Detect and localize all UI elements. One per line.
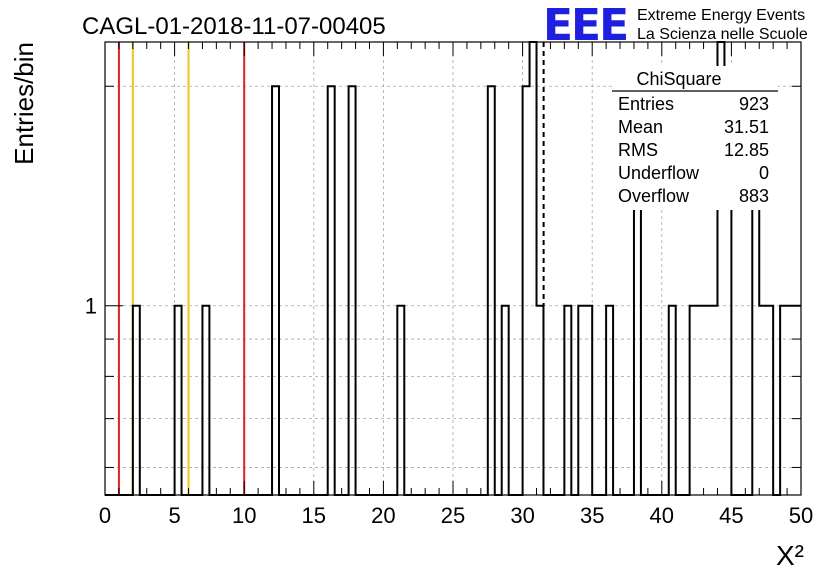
x-tick-label: 50: [789, 503, 813, 528]
histogram-bin: [175, 306, 182, 495]
histogram-bin: [585, 306, 592, 495]
stats-box: ChiSquare Entries 923 Mean 31.51 RMS 12.85 Und…: [612, 66, 778, 210]
histogram-bin: [349, 86, 356, 495]
histogram-bin: [328, 86, 335, 495]
chart-title: CAGL-01-2018-11-07-00405: [82, 13, 386, 40]
eee-logo-mark: EEE: [543, 0, 627, 51]
stats-row-value: 883: [739, 186, 769, 206]
histogram-bin: [133, 306, 140, 495]
grid: [104, 42, 802, 495]
histogram-bin: [564, 306, 571, 495]
stats-row-value: 0: [759, 163, 769, 183]
histogram-bin: [578, 306, 585, 495]
x-tick-label: 5: [168, 503, 180, 528]
histogram-bin: [202, 306, 209, 495]
histogram-bin: [697, 306, 704, 495]
histogram-bin: [397, 306, 404, 495]
stats-row-label: Overflow: [618, 186, 690, 206]
eee-logo-line2: La Scienza nelle Scuole: [637, 26, 808, 43]
histogram-bin: [794, 306, 801, 495]
x-tick-label: 45: [719, 503, 743, 528]
histogram-bin: [766, 306, 773, 495]
axes: [104, 41, 802, 496]
eee-logo-line1: Extreme Energy Events: [637, 7, 805, 24]
x-axis-label: X²: [776, 540, 804, 571]
y-tick-label: 1: [85, 294, 97, 319]
x-tick-label: 15: [302, 503, 326, 528]
stats-row-label: Entries: [618, 94, 674, 114]
stats-row-label: RMS: [618, 140, 658, 160]
histogram-bin: [780, 306, 787, 495]
x-tick-label: 25: [441, 503, 465, 528]
stats-box-title: ChiSquare: [636, 69, 721, 89]
histogram-bin: [690, 306, 697, 495]
x-tick-label: 30: [510, 503, 534, 528]
histogram-bin: [537, 306, 544, 495]
histogram-bin: [711, 306, 718, 495]
x-tick-label: 40: [650, 503, 674, 528]
histogram-bin: [606, 306, 613, 495]
histogram-bin: [787, 306, 794, 495]
eee-logo: EEE Extreme Energy Events La Scienza nel…: [543, 0, 808, 51]
stats-box-background: [612, 66, 778, 210]
x-tick-label: 35: [580, 503, 604, 528]
y-axis-label: Entries/bin: [9, 42, 39, 165]
histogram-bin: [530, 42, 537, 495]
histogram-bin: [523, 86, 530, 495]
stats-row-value: 12.85: [724, 140, 769, 160]
x-tick-label: 10: [232, 503, 256, 528]
x-tick-label: 0: [99, 503, 111, 528]
stats-row-value: 31.51: [724, 117, 769, 137]
x-tick-label: 20: [371, 503, 395, 528]
histogram-bin: [488, 86, 495, 495]
histogram-bin: [669, 306, 676, 495]
histogram-bin: [272, 86, 279, 495]
tick-labels: 0 5 10 15 20 25 30 35 40 45 50 1: [85, 294, 813, 528]
stats-row-label: Mean: [618, 117, 663, 137]
stats-row-value: 923: [739, 94, 769, 114]
histogram-bin: [759, 306, 766, 495]
stats-row-label: Underflow: [618, 163, 700, 183]
histogram-bin: [502, 306, 509, 495]
histogram-bin: [704, 306, 711, 495]
